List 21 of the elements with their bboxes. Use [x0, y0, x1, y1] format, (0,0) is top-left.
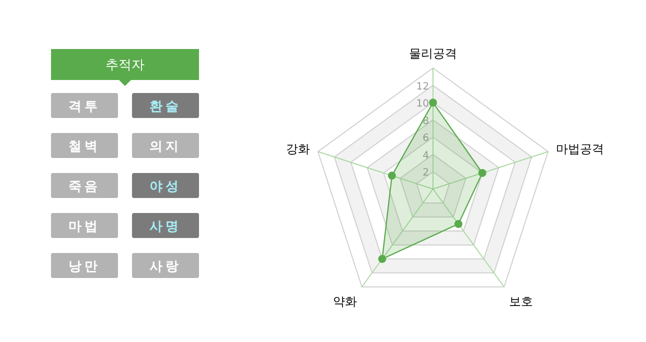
spoke-label: 마법공격	[556, 142, 604, 156]
text: 낭만	[68, 260, 100, 274]
y-tick-label: 6	[422, 133, 429, 144]
text: 사명	[150, 220, 182, 234]
text: 의지	[150, 140, 182, 154]
text: 죽음	[68, 180, 100, 194]
y-tick-label: 2	[422, 168, 429, 179]
spoke-label: 보호	[509, 294, 534, 309]
y-tick-label: 12	[416, 81, 429, 92]
text: 철벽	[68, 140, 100, 154]
spoke-label: 물리공격	[409, 46, 457, 61]
text: 추적자	[106, 58, 144, 73]
spoke-label: 강화	[286, 142, 310, 156]
spoke-label: 약화	[332, 294, 357, 309]
text: 사랑	[150, 260, 182, 274]
text: 마법	[68, 220, 100, 234]
y-tick-label: 4	[422, 150, 429, 162]
text: 야성	[150, 180, 182, 194]
text: 격투	[68, 100, 100, 114]
y-tick-label: 10	[416, 98, 429, 110]
text: 환술	[150, 100, 182, 114]
